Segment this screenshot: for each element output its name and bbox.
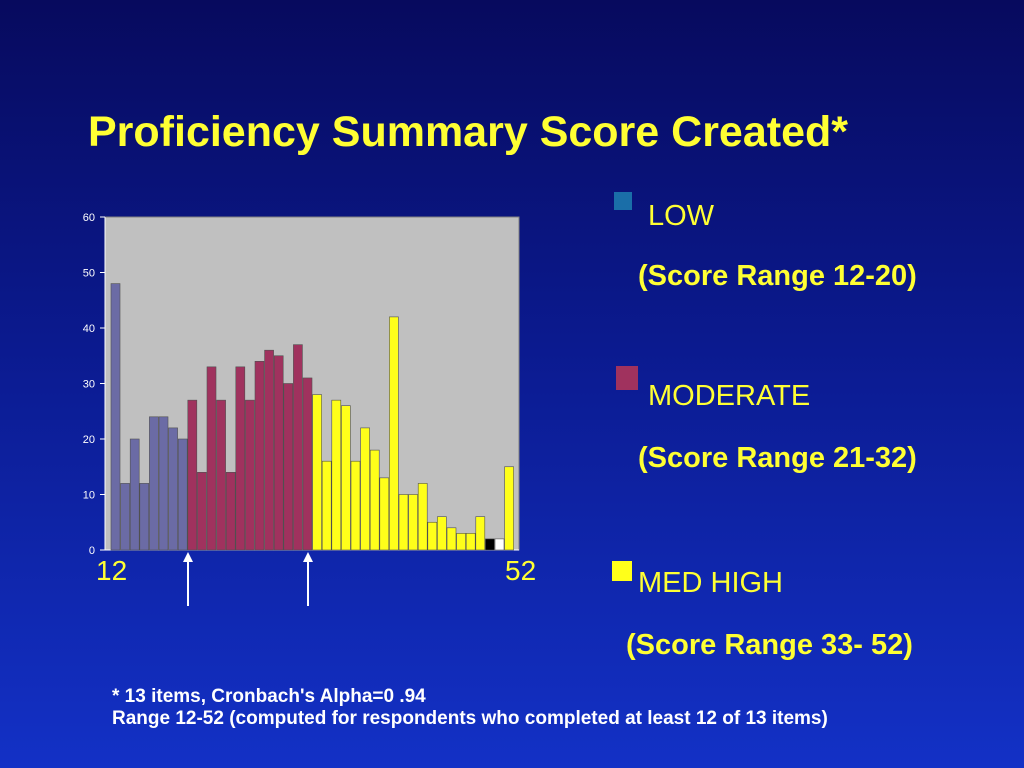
legend-range-med-high: (Score Range 33- 52) — [626, 629, 913, 661]
histogram-bar — [129, 438, 140, 551]
footnote: * 13 items, Cronbach's Alpha=0 .94 Range… — [112, 686, 828, 730]
y-tick-label: 10 — [83, 490, 95, 502]
histogram-bar — [139, 483, 150, 551]
histogram-bar — [302, 377, 313, 551]
histogram-bar — [456, 533, 466, 551]
y-tick-label: 60 — [83, 212, 95, 224]
histogram-bar — [293, 344, 303, 551]
y-tick-label: 20 — [83, 434, 95, 446]
histogram-bar — [341, 405, 351, 551]
bar-series — [110, 283, 514, 551]
histogram-bar — [158, 416, 169, 551]
low-moderate-boundary-arrow-icon — [183, 552, 193, 606]
histogram-bar — [312, 394, 322, 551]
histogram-bar — [206, 366, 217, 551]
legend-swatch-moderate-icon — [616, 366, 638, 390]
histogram-bar — [235, 366, 246, 551]
histogram-bar — [360, 427, 370, 551]
histogram-bar — [331, 399, 342, 551]
histogram-bar — [120, 483, 130, 551]
footnote-line-2: Range 12-52 (computed for respondents wh… — [112, 708, 828, 729]
histogram-bar — [149, 416, 159, 551]
histogram-bar — [283, 383, 294, 551]
legend-range-moderate: (Score Range 21-32) — [638, 442, 917, 474]
histogram-bar — [485, 538, 495, 551]
histogram-bar — [177, 438, 188, 551]
histogram-bar — [446, 527, 457, 551]
histogram-bar — [465, 533, 476, 551]
histogram-bar — [254, 360, 265, 551]
footnote-line-1: * 13 items, Cronbach's Alpha=0 .94 — [112, 686, 426, 707]
legend-name-med-high: MED HIGH — [638, 567, 783, 599]
legend-swatch-med-high-icon — [612, 561, 632, 581]
y-tick-label: 50 — [83, 268, 95, 280]
histogram-bar — [398, 494, 409, 551]
histogram-bar — [110, 283, 121, 551]
x-range-start-label: 12 — [96, 555, 128, 586]
histogram-bar — [225, 471, 236, 551]
moderate-high-boundary-arrow-icon — [303, 552, 313, 606]
histogram-bar — [197, 471, 207, 551]
slide-title: Proficiency Summary Score Created* — [88, 108, 848, 156]
histogram-bar — [321, 460, 332, 551]
legend-name-low: LOW — [648, 200, 715, 232]
histogram-bar — [273, 355, 284, 551]
histogram-bar — [369, 449, 380, 551]
histogram-bar — [350, 460, 361, 551]
y-tick-label: 30 — [83, 379, 95, 391]
histogram-bar — [437, 516, 447, 551]
histogram-bar — [504, 466, 514, 551]
histogram-bar — [389, 316, 399, 551]
histogram-bar — [475, 516, 486, 551]
histogram-bar — [168, 427, 178, 551]
legend-swatch-low-icon — [614, 192, 632, 210]
histogram-bar — [408, 494, 418, 551]
y-tick-label: 40 — [83, 323, 95, 335]
x-range-end-label: 52 — [505, 555, 537, 586]
histogram-bar — [264, 349, 274, 551]
histogram-bar — [245, 399, 255, 551]
histogram-bar — [417, 483, 428, 551]
histogram-bar — [494, 538, 505, 551]
histogram-bar — [427, 521, 438, 551]
histogram-bar — [216, 399, 226, 551]
histogram-bar — [187, 399, 198, 551]
legend-name-moderate: MODERATE — [648, 380, 811, 412]
y-tick-label: 0 — [89, 545, 95, 557]
histogram-bar — [379, 477, 390, 551]
legend-range-low: (Score Range 12-20) — [638, 260, 917, 292]
